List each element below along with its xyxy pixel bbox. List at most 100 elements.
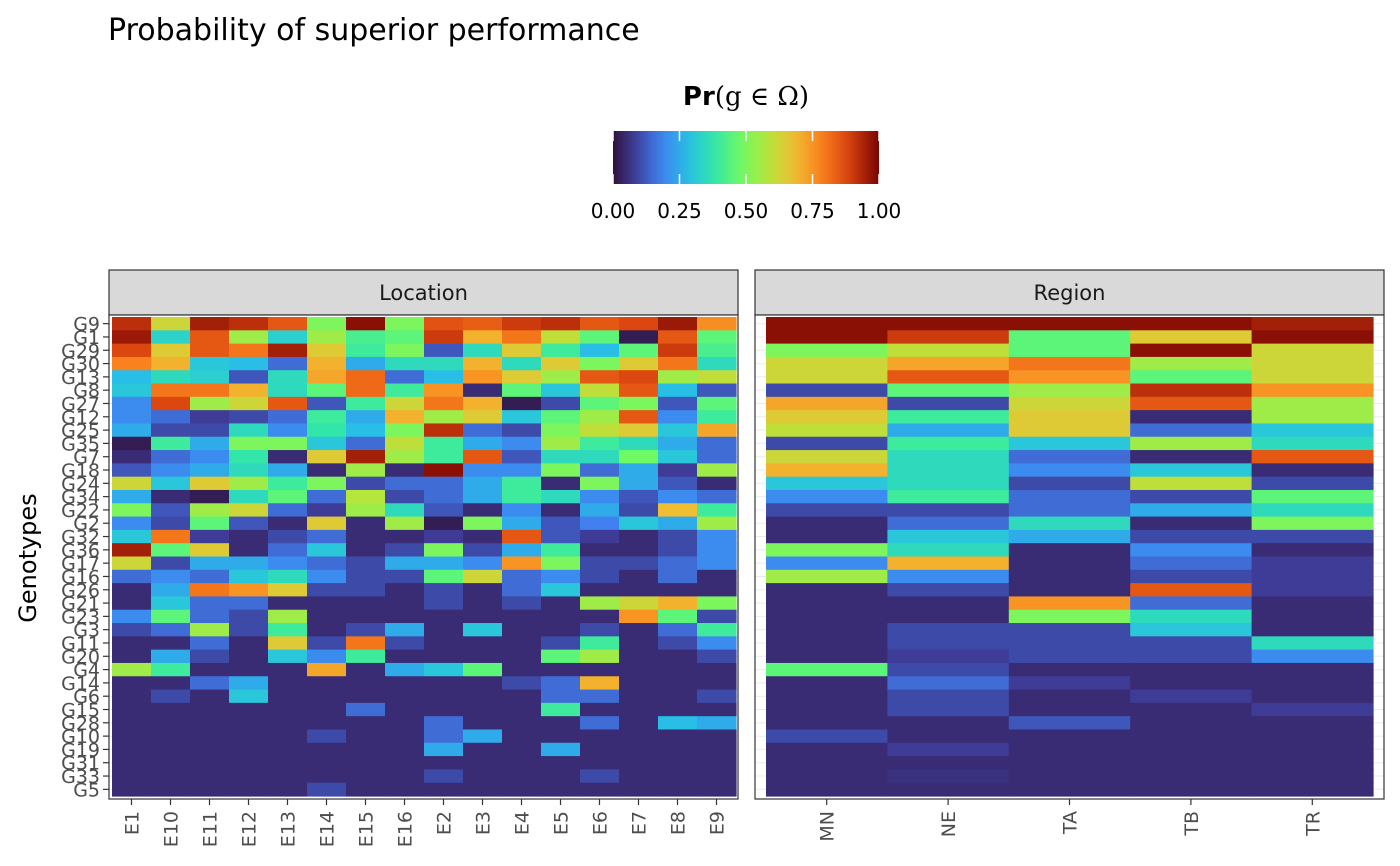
heatmap-cell: [697, 583, 737, 598]
heatmap-cell: [502, 330, 542, 345]
heatmap-cell: [229, 516, 269, 531]
heatmap-cell: [502, 609, 542, 624]
heatmap-cell: [151, 782, 191, 797]
heatmap-cell: [1008, 702, 1131, 717]
heatmap-cell: [541, 742, 581, 757]
facet-strip-label: Region: [1034, 281, 1106, 305]
x-tick-label: E6: [590, 811, 612, 835]
heatmap-cell: [346, 716, 386, 731]
heatmap-cell: [1130, 596, 1253, 611]
heatmap-cell: [1008, 450, 1131, 464]
heatmap-cell: [307, 503, 347, 518]
heatmap-cell: [229, 383, 269, 398]
heatmap-cell: [190, 676, 230, 691]
heatmap-cell: [229, 742, 269, 757]
heatmap-cell: [658, 662, 698, 677]
heatmap-cell: [307, 556, 347, 571]
heatmap-cell: [1251, 396, 1374, 411]
y-tick-label: G3: [73, 620, 100, 642]
heatmap-cell: [658, 609, 698, 624]
heatmap-cell: [619, 729, 659, 744]
heatmap-cell: [580, 569, 620, 584]
heatmap-cell: [1130, 702, 1253, 717]
heatmap-cell: [697, 423, 737, 438]
heatmap-cell: [1251, 769, 1374, 784]
heatmap-cell: [766, 716, 888, 731]
heatmap-cell: [463, 317, 503, 331]
heatmap-cell: [541, 529, 581, 544]
heatmap-cell: [697, 676, 737, 691]
heatmap-cell: [697, 702, 737, 717]
heatmap-cell: [697, 436, 737, 451]
heatmap-cell: [229, 370, 269, 385]
heatmap-cell: [502, 742, 542, 757]
heatmap-cell: [424, 343, 464, 358]
heatmap-cell: [385, 702, 425, 717]
heatmap-cell: [190, 410, 230, 425]
heatmap-cell: [619, 450, 659, 464]
heatmap-cell: [151, 489, 191, 504]
heatmap-cell: [1130, 583, 1253, 598]
heatmap-cell: [887, 356, 1010, 371]
heatmap-cell: [541, 543, 581, 558]
heatmap-cell: [190, 609, 230, 624]
heatmap-cell: [1008, 343, 1131, 358]
heatmap-cell: [424, 583, 464, 598]
heatmap-cell: [697, 529, 737, 544]
heatmap-cell: [385, 782, 425, 797]
heatmap-cell: [502, 756, 542, 770]
heatmap-cell: [190, 769, 230, 784]
heatmap-cell: [385, 623, 425, 637]
heatmap-cell: [766, 343, 888, 358]
heatmap-cell: [1008, 689, 1131, 704]
heatmap-cell: [229, 623, 269, 637]
heatmap-cell: [580, 396, 620, 411]
heatmap-cell: [580, 476, 620, 491]
heatmap-cell: [887, 689, 1010, 704]
heatmap-cell: [658, 596, 698, 611]
x-tick-label: E10: [161, 811, 183, 847]
heatmap-cell: [887, 529, 1010, 544]
heatmap-cell: [1251, 529, 1374, 544]
heatmap-cell: [424, 729, 464, 744]
heatmap-cell: [580, 529, 620, 544]
heatmap-cell: [766, 649, 888, 664]
heatmap-cell: [1130, 489, 1253, 504]
heatmap-cell: [151, 756, 191, 770]
heatmap-cell: [887, 516, 1010, 531]
heatmap-cell: [1130, 676, 1253, 691]
panel-region: Region MN NE TA TB TR: [754, 269, 1385, 842]
heatmap-cell: [190, 370, 230, 385]
heatmap-cell: [151, 689, 191, 704]
heatmap-cell: [112, 370, 152, 385]
heatmap-cell: [229, 569, 269, 584]
heatmap-cell: [229, 543, 269, 558]
heatmap-cell: [112, 436, 152, 451]
heatmap-cell: [541, 662, 581, 677]
heatmap-cell: [463, 370, 503, 385]
y-tick-label: G26: [61, 580, 100, 602]
x-tick-label: E7: [629, 811, 651, 835]
heatmap-cell: [619, 756, 659, 770]
heatmap-cell: [424, 396, 464, 411]
heatmap-cell: [151, 463, 191, 478]
heatmap-cell: [697, 782, 737, 797]
heatmap-cell: [887, 742, 1010, 757]
heatmap-cell: [151, 343, 191, 358]
heatmap-cell: [1251, 623, 1374, 637]
heatmap-cell: [502, 489, 542, 504]
heatmap-cell: [424, 370, 464, 385]
heatmap-cell: [1251, 317, 1374, 331]
heatmap-cell: [1251, 636, 1374, 651]
heatmap-cell: [151, 423, 191, 438]
heatmap-cell: [424, 356, 464, 371]
heatmap-cell: [580, 623, 620, 637]
heatmap-cell: [1008, 436, 1131, 451]
heatmap-cell: [424, 716, 464, 731]
heatmap-cell: [1008, 330, 1131, 345]
heatmap-cell: [1251, 356, 1374, 371]
heatmap-cell: [385, 769, 425, 784]
heatmap-cell: [541, 649, 581, 664]
heatmap-cell: [658, 529, 698, 544]
heatmap-cell: [1130, 450, 1253, 464]
